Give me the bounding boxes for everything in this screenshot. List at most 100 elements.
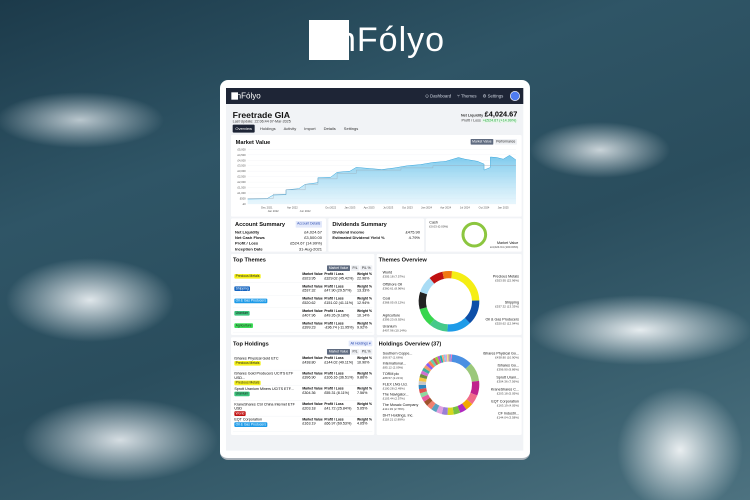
- holding-row[interactable]: iShares Gold Producers UCITS ETF USD... P…: [232, 371, 373, 386]
- theme-row[interactable]: Uranium Market Value £407.96 Profit / Los…: [232, 308, 373, 320]
- sort-pl-pct[interactable]: P/L %: [360, 348, 373, 355]
- sort-market-value[interactable]: Market Value: [327, 348, 350, 355]
- nav-themes[interactable]: ⑂ Themes: [457, 93, 477, 99]
- holding-row[interactable]: EQT Corporation Oil & Gas Producers Marke…: [232, 417, 373, 432]
- donut-segment: [419, 306, 435, 325]
- theme-label: Precious Metals £923.95 (22.96%): [493, 275, 519, 283]
- x-tick-label: Apr 2022: [287, 205, 298, 209]
- mv-value: £4,024.64 (100.00%): [490, 245, 519, 249]
- market-value-toggle[interactable]: Market Value: [470, 138, 494, 145]
- segment-value: £144.04 (3.58%): [496, 415, 519, 419]
- donut-segment: [418, 387, 427, 394]
- tab-activity[interactable]: Activity: [283, 126, 297, 131]
- holding-label: FLEX LNG Ltd. £100.28 (2.49%): [383, 382, 408, 390]
- sort-pl-pct[interactable]: P/L %: [360, 265, 373, 271]
- summary-key: Inception Date: [234, 246, 263, 252]
- nav-brand[interactable]: nFólyo: [231, 91, 261, 100]
- theme-badge[interactable]: Agriculture: [234, 323, 253, 328]
- market-value: £537.32: [302, 288, 316, 293]
- sort-pl[interactable]: P/L: [350, 348, 360, 355]
- sort-market-value[interactable]: Market Value: [327, 265, 350, 271]
- tab-holdings[interactable]: Holdings: [260, 126, 276, 131]
- segment-value: £118.21 (2.89%): [382, 417, 405, 421]
- tab-import[interactable]: Import: [304, 126, 316, 131]
- theme-badge[interactable]: Precious Metals: [234, 380, 261, 386]
- col-label: Market Value: [302, 296, 323, 301]
- theme-badge[interactable]: Oil & Gas Producers: [234, 422, 268, 427]
- theme-badge[interactable]: Precious Metals: [234, 360, 261, 366]
- holding-label: Sprott Urani... £304.36 (7.56%): [496, 375, 519, 383]
- donut-segment: [430, 359, 437, 367]
- theme-row[interactable]: Agriculture Market Value £399.23 Profit /…: [232, 321, 373, 333]
- theme-row[interactable]: Oil & Gas Producers Market Value £520.62 …: [232, 296, 373, 308]
- weight: 9.92%: [356, 325, 368, 330]
- holding-row[interactable]: KraneShares CSI China Internet ETF USD Wo…: [232, 401, 373, 417]
- app-window: nFólyo ⊙ Dashboard ⑂ Themes ⚙ Settings F…: [220, 80, 530, 460]
- market-value-panel: Market Value Market Value Performance £0…: [230, 134, 522, 217]
- donut-segment: [431, 403, 440, 413]
- donut-segment: [421, 394, 431, 402]
- segment-value: £66.97 (1.66%): [382, 355, 404, 359]
- theme-badge[interactable]: Uranium: [234, 391, 250, 397]
- market-value: £438.80: [302, 360, 316, 365]
- donut-segment: [457, 403, 467, 413]
- x-tick-label: Oct 2024: [479, 205, 490, 209]
- weight: 13.33%: [356, 288, 370, 293]
- col-label: Weight %: [356, 309, 372, 313]
- themes-overview-panel: Themes Overview Precious Metals £923.95 (…: [376, 253, 522, 335]
- col-label: Weight %: [356, 371, 372, 376]
- holding-label: CF Industri... £144.04 (3.58%): [497, 411, 519, 419]
- account-details-button[interactable]: Account Details: [295, 220, 322, 228]
- summary-key: Dividend Income: [332, 229, 365, 235]
- profit-loss: £329.02 (45.42%): [324, 276, 354, 281]
- holding-label: DHT Holdings, Inc. £118.21 (2.89%): [383, 413, 414, 421]
- nav-settings[interactable]: ⚙ Settings: [482, 93, 504, 99]
- theme-badge[interactable]: Shipping: [234, 286, 250, 291]
- nav-dashboard[interactable]: ⊙ Dashboard: [425, 93, 452, 99]
- col-label: Weight %: [356, 321, 372, 326]
- tab-overview[interactable]: Overview: [232, 124, 255, 133]
- market-value-chart: £0£500 £1,000£1,500 £2,000£2,500 £3,000£3,5…: [238, 147, 517, 213]
- holding-name[interactable]: iShares Gold Producers UCITS ETF USD...: [234, 371, 294, 380]
- segment-value: £111.93 (2.78%): [382, 407, 405, 411]
- y-tick-label: £1,000: [238, 191, 247, 195]
- tab-details[interactable]: Details: [323, 126, 336, 131]
- summary-value: £475.90: [405, 229, 420, 235]
- user-avatar-icon[interactable]: [509, 90, 520, 101]
- col-label: Market Value: [302, 284, 323, 289]
- holding-name[interactable]: Sprott Uranium Miners UCITS ETF...: [234, 386, 294, 391]
- holding-label: International... £85.12 (2.09%): [383, 362, 406, 370]
- holding-row[interactable]: Sprott Uranium Miners UCITS ETF... Uraniu…: [232, 386, 373, 401]
- segment-name: FLEX LNG Ltd.: [382, 382, 408, 387]
- theme-badge[interactable]: Oil & Gas Producers: [234, 298, 268, 304]
- tab-settings[interactable]: Settings: [343, 126, 359, 131]
- holding-label: EQT Corporation £163.19 (4.05%): [491, 399, 519, 407]
- sort-pl[interactable]: P/L: [350, 265, 360, 271]
- market-value-line: [247, 155, 517, 200]
- performance-toggle[interactable]: Performance: [494, 138, 517, 145]
- theme-row[interactable]: Precious Metals Market Value £923.95 Prof…: [232, 271, 373, 283]
- segment-name: Uranium: [382, 324, 397, 329]
- theme-row[interactable]: Shipping Market Value £537.32 Profit / Lo…: [232, 284, 373, 296]
- summary-value: 31-Aug-2021: [298, 246, 322, 252]
- profit-loss: £41.72 (25.84%): [324, 406, 352, 411]
- logo-mark: [309, 20, 349, 60]
- col-label: Market Value: [302, 371, 323, 376]
- theme-badge[interactable]: Precious Metals: [234, 273, 261, 279]
- holdings-filter-select[interactable]: All Holdings ▾: [348, 340, 373, 347]
- holding-name[interactable]: iShares Physical Gold ETC: [234, 356, 279, 361]
- panel-title: Account Summary: [234, 220, 286, 228]
- holding-name[interactable]: KraneShares CSI China Internet ETF USD: [234, 402, 295, 411]
- y-tick-label: £3,500: [238, 164, 247, 168]
- theme-badge[interactable]: World: [234, 411, 246, 416]
- col-label: Weight %: [356, 356, 372, 360]
- market-value-segment: [461, 221, 488, 248]
- col-label: Weight %: [356, 417, 372, 422]
- y-tick-label: £2,500: [238, 175, 247, 179]
- holding-name[interactable]: EQT Corporation: [234, 417, 262, 422]
- holding-row[interactable]: iShares Physical Gold ETC Precious Metals…: [232, 355, 373, 371]
- x-tick-label: Jun 2022: [300, 209, 311, 213]
- segment-name: DHT Holdings, Inc.: [382, 413, 414, 418]
- theme-badge[interactable]: Uranium: [234, 310, 250, 316]
- segment-value: £100.28 (2.49%): [382, 386, 405, 390]
